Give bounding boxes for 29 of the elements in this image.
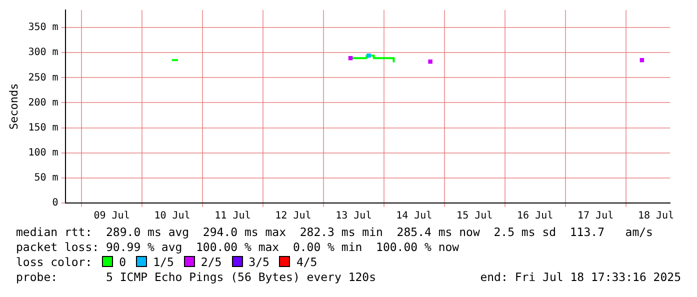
- y-tick-label: 350 m: [28, 22, 58, 34]
- legend-label: 1/5: [153, 255, 174, 269]
- y-tick-label: 100 m: [28, 147, 58, 158]
- text: packet loss: 90.99 % avg 100.00 % max 0.00 % min 100.00 % now: [15, 240, 460, 255]
- x-tick-label: 10 Jul: [154, 210, 190, 222]
- y-tick-label: 150 m: [28, 122, 58, 134]
- x-tick-label: 16 Jul: [517, 210, 554, 222]
- legend-title: loss color:: [16, 255, 92, 269]
- legend-label: 3/5: [248, 255, 270, 269]
- x-tick-label: 12 Jul: [275, 210, 312, 222]
- x-tick-label: 18 Jul: [638, 210, 674, 222]
- legend-label: 0: [119, 255, 126, 269]
- x-tick-label: 13 Jul: [336, 210, 372, 222]
- x-tick-label: 14 Jul: [396, 210, 432, 222]
- text: median rtt: 289.0 ms avg 294.0 ms max 282.3 ms min 285.4 ms now 2.5 ms sd 113.7 am/s: [15, 225, 654, 240]
- y-tick-label: 50 m: [34, 172, 58, 184]
- text: end: Fri Jul 18 17:33:16 2025: [480, 270, 681, 285]
- x-tick-label: 11 Jul: [214, 210, 251, 222]
- y-axis-title: Seconds: [7, 83, 20, 130]
- y-tick-label: 250 m: [28, 72, 58, 84]
- x-tick-label: 15 Jul: [456, 210, 493, 222]
- y-tick-label: 0: [52, 198, 58, 209]
- x-tick-label: 17 Jul: [577, 210, 614, 222]
- y-tick-label: 200 m: [28, 97, 58, 108]
- legend-label: 4/5: [296, 255, 318, 269]
- x-tick-label: 09 Jul: [94, 210, 130, 222]
- text: probe: 5 ICMP Echo Pings (56 Bytes) every 120s: [16, 270, 376, 284]
- legend-label: 2/5: [200, 255, 222, 269]
- y-tick-label: 300 m: [28, 47, 58, 58]
